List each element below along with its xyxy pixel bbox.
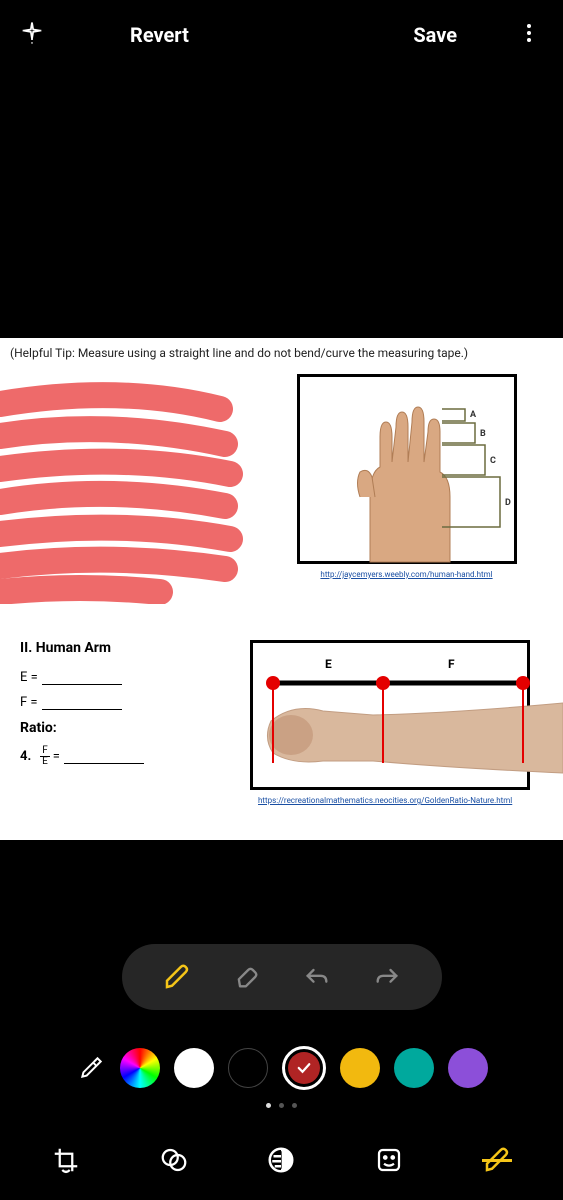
page-dots [0,1103,563,1108]
revert-button[interactable]: Revert [130,23,189,47]
svg-text:B: B [480,429,486,439]
arm-diagram: E F [250,640,530,790]
adjust-tab[interactable] [156,1142,192,1178]
color-swatch[interactable] [174,1048,214,1088]
ratio-label: Ratio: [20,720,250,736]
save-button[interactable]: Save [413,23,457,47]
ratio-field: 4. FE = [20,746,250,767]
bottom-nav [0,1120,563,1200]
color-swatch-selected[interactable] [282,1046,326,1090]
redo-button[interactable] [370,960,404,994]
hand-diagram: A B C D [297,374,517,564]
arm-caption: https://recreationalmathematics.neocitie… [258,796,512,805]
filters-tab[interactable] [263,1142,299,1178]
svg-text:E: E [325,657,332,671]
svg-text:F: F [448,657,455,671]
color-swatch[interactable] [228,1048,268,1088]
e-field: E = [20,670,250,685]
color-swatch[interactable] [394,1048,434,1088]
color-swatch[interactable] [448,1048,488,1088]
color-swatches [0,1046,563,1090]
color-swatch[interactable] [340,1048,380,1088]
arm-heading: II. Human Arm [20,640,250,656]
crop-tab[interactable] [48,1142,84,1178]
redaction-strokes [0,374,250,604]
magic-icon[interactable] [18,19,50,51]
tool-tray [122,944,442,1010]
rainbow-swatch[interactable] [120,1048,160,1088]
f-field: F = [20,695,250,710]
pen-tool[interactable] [160,960,194,994]
hand-caption: http://jaycemyers.weebly.com/human-hand.… [320,570,492,579]
svg-text:D: D [505,498,511,508]
undo-button[interactable] [300,960,334,994]
svg-text:C: C [490,456,496,466]
eraser-tool[interactable] [230,960,264,994]
more-icon[interactable] [517,21,545,49]
draw-tab[interactable] [479,1142,515,1178]
tip-text: (Helpful Tip: Measure using a straight l… [0,338,563,374]
eyedropper-icon[interactable] [76,1053,106,1083]
stickers-tab[interactable] [371,1142,407,1178]
svg-text:A: A [470,410,477,420]
editor-canvas[interactable]: (Helpful Tip: Measure using a straight l… [0,70,563,840]
